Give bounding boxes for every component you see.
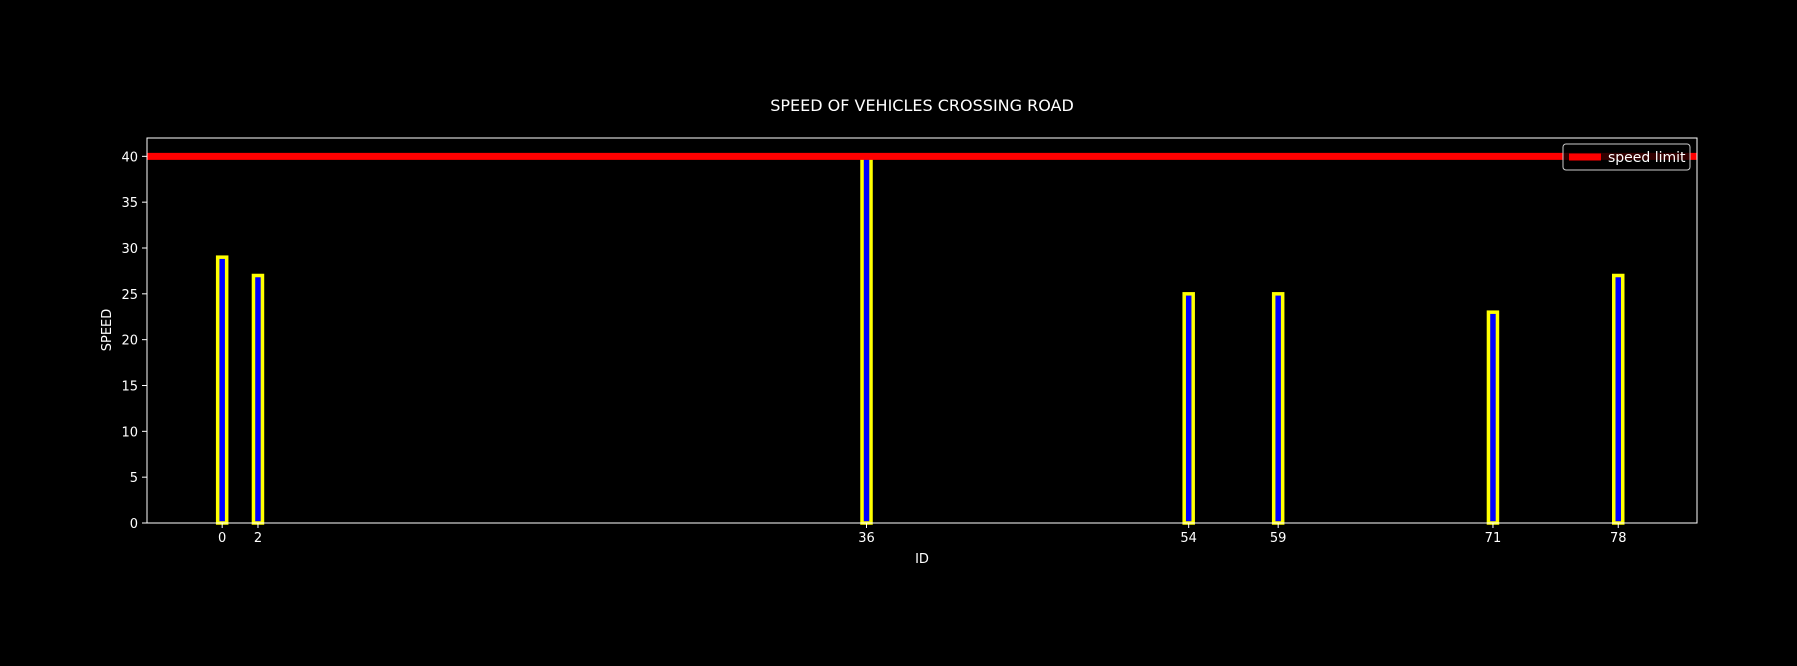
y-tick-label-30: 30 <box>121 242 138 257</box>
chart-title: SPEED OF VEHICLES CROSSING ROAD <box>770 96 1074 115</box>
y-tick-label-10: 10 <box>121 425 138 440</box>
y-axis-ticks: 0 5 10 15 20 25 30 35 40 <box>121 150 147 532</box>
y-tick-label-40: 40 <box>121 150 138 165</box>
x-tick-label-2: 2 <box>254 531 262 546</box>
x-tick-label-54: 54 <box>1180 531 1197 546</box>
y-tick-label-25: 25 <box>121 288 138 303</box>
y-tick-label-35: 35 <box>121 196 138 211</box>
y-tick-label-15: 15 <box>121 380 138 395</box>
x-tick-label-71: 71 <box>1485 531 1502 546</box>
y-tick-label-5: 5 <box>130 471 138 486</box>
legend-entry-speed-limit: speed limit <box>1608 150 1686 166</box>
x-axis-label: ID <box>915 552 929 567</box>
bar-id-59 <box>1271 292 1285 525</box>
bar-id-71 <box>1486 310 1500 525</box>
bar-id-78 <box>1611 273 1625 525</box>
bar-id-0 <box>215 255 229 525</box>
bar-id-2 <box>251 273 265 525</box>
y-axis-label: SPEED <box>100 309 115 352</box>
x-tick-label-59: 59 <box>1270 531 1287 546</box>
legend-box <box>1562 143 1691 171</box>
plot-frame <box>146 137 1698 524</box>
x-tick-label-36: 36 <box>858 531 875 546</box>
x-tick-label-0: 0 <box>218 531 226 546</box>
y-tick-label-20: 20 <box>121 334 138 349</box>
x-axis-ticks: 0 2 36 54 59 71 78 <box>218 523 1627 546</box>
x-tick-label-78: 78 <box>1610 531 1627 546</box>
bar-id-36 <box>860 154 873 525</box>
y-tick-label-0: 0 <box>130 517 138 532</box>
legend: speed limit <box>1562 143 1691 171</box>
bar-id-54 <box>1182 292 1195 525</box>
